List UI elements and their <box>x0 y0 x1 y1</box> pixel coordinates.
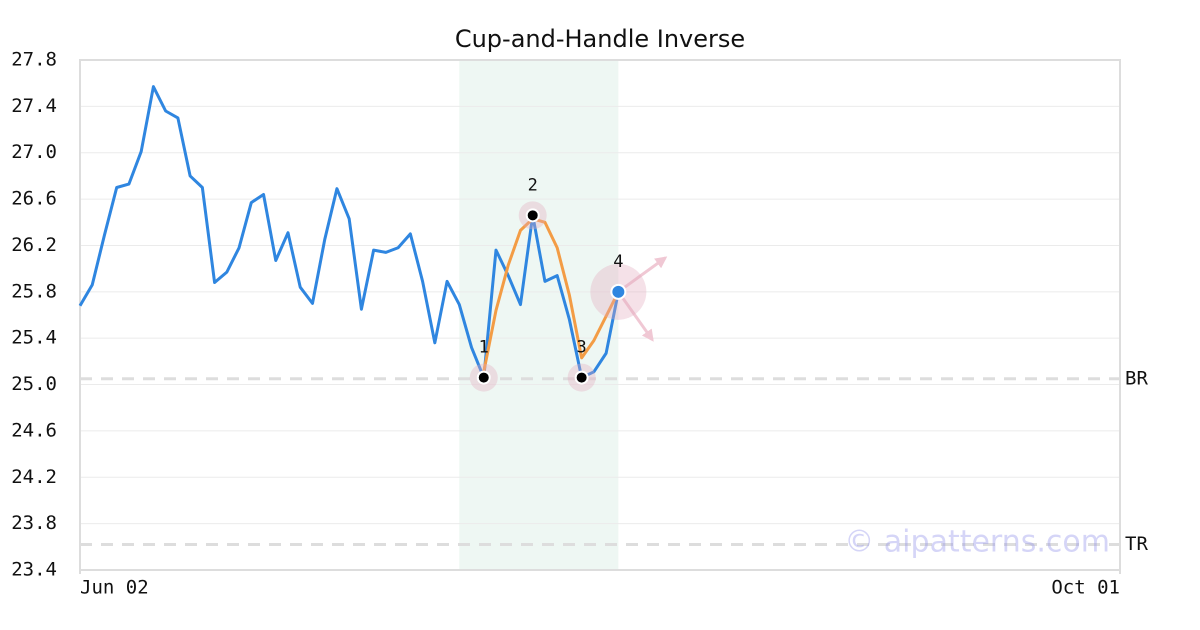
plot-border <box>79 59 1121 571</box>
chart-title: Cup-and-Handle Inverse <box>455 25 745 53</box>
highlight-band <box>459 60 619 570</box>
series-line <box>482 217 620 373</box>
y-tick-label: 25.4 <box>11 327 57 349</box>
y-tick-label: 23.4 <box>11 559 57 581</box>
series-line <box>78 85 620 380</box>
y-tick-label: 26.2 <box>11 234 57 256</box>
y-tick-label: 25.0 <box>11 373 57 395</box>
point-label: 1 <box>479 338 489 358</box>
pattern-point <box>476 370 491 385</box>
y-tick-label: 27.0 <box>11 141 57 163</box>
point-label: 4 <box>613 252 623 272</box>
arrow <box>617 256 668 294</box>
level-label: BR <box>1125 367 1148 389</box>
y-tick-label: 23.8 <box>11 512 57 534</box>
y-tick-label: 25.8 <box>11 280 57 302</box>
point-label: 3 <box>577 338 587 358</box>
y-tick-label: 27.4 <box>11 95 57 117</box>
x-tick-label: Oct 01 <box>1051 577 1120 599</box>
arrow <box>617 290 654 342</box>
y-tick-label: 27.8 <box>11 49 57 71</box>
watermark: © aipatterns.com <box>844 525 1110 560</box>
pattern-point <box>610 283 627 300</box>
pattern-point <box>574 370 589 385</box>
level-label: TR <box>1125 533 1148 555</box>
y-tick-label: 26.6 <box>11 188 57 210</box>
y-tick-label: 24.6 <box>11 419 57 441</box>
pattern-point <box>525 208 540 223</box>
y-tick-label: 24.2 <box>11 466 57 488</box>
point-label: 2 <box>528 175 538 195</box>
x-tick-label: Jun 02 <box>80 577 149 599</box>
